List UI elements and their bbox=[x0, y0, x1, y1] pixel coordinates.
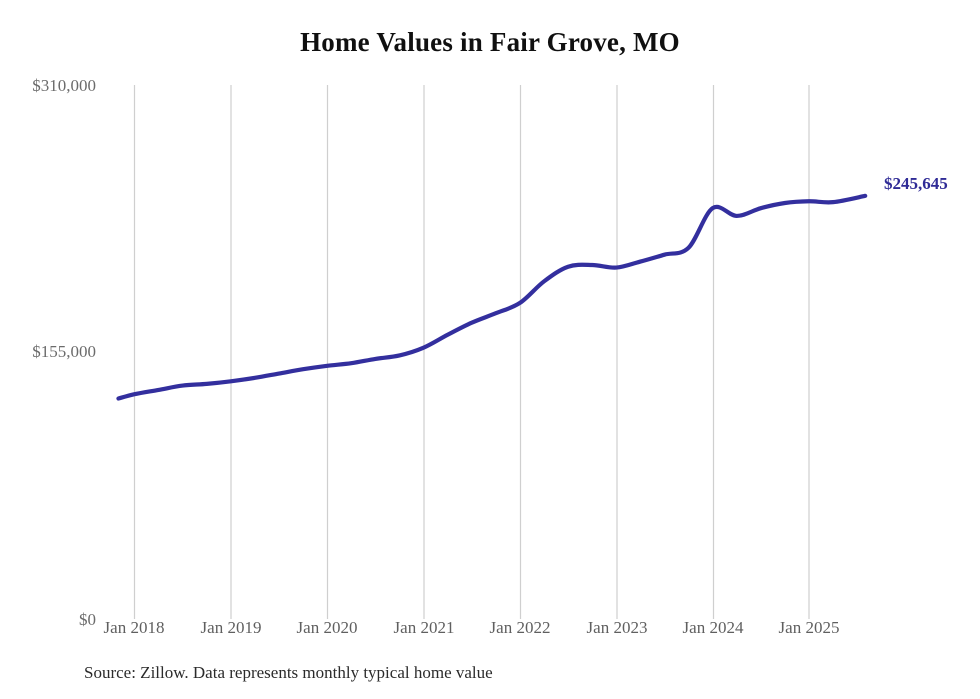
x-axis-tick-jan-2021: Jan 2021 bbox=[393, 618, 455, 637]
x-axis-tick-jan-2023: Jan 2023 bbox=[586, 618, 648, 637]
page-title: Home Values in Fair Grove, MO bbox=[300, 27, 680, 57]
series-line-typical-home-value bbox=[116, 193, 868, 401]
x-axis-tick-jan-2022: Jan 2022 bbox=[489, 618, 551, 637]
x-axis-tick-jan-2025: Jan 2025 bbox=[778, 618, 840, 637]
y-axis-tick-0: $0 bbox=[79, 610, 96, 629]
x-axis-tick-jan-2019: Jan 2019 bbox=[200, 618, 262, 637]
x-axis-tick-jan-2018: Jan 2018 bbox=[103, 618, 165, 637]
series-end-value-label: $245,645 bbox=[884, 174, 948, 193]
gridlines-group bbox=[133, 85, 810, 619]
source-note: Source: Zillow. Data represents monthly … bbox=[84, 663, 493, 682]
x-axis-tick-jan-2020: Jan 2020 bbox=[296, 618, 358, 637]
y-axis-tick-155000: $155,000 bbox=[32, 342, 96, 361]
y-axis-tick-310000: $310,000 bbox=[32, 76, 96, 95]
x-axis-tick-jan-2024: Jan 2024 bbox=[682, 618, 744, 637]
